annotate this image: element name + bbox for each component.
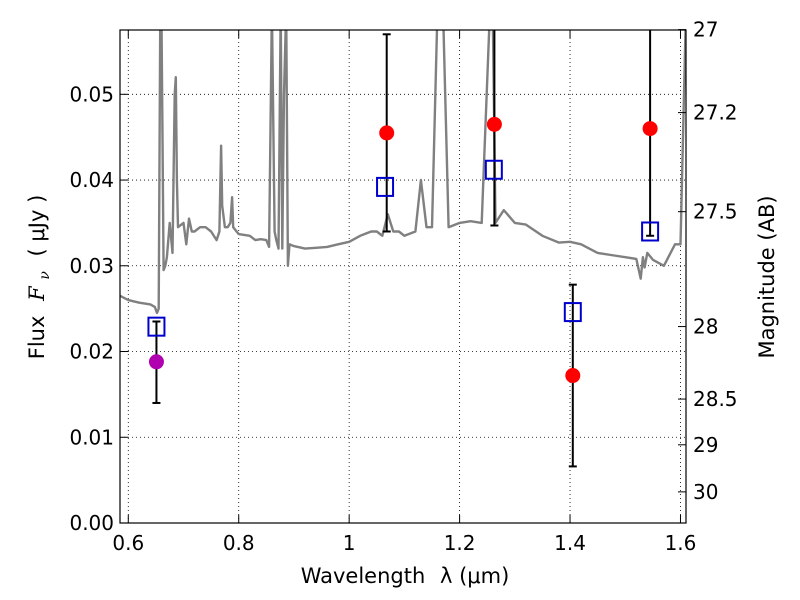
observed-point <box>642 121 658 137</box>
x-tick-label: 0.6 <box>112 531 144 555</box>
x-axis-label-math: λ (μm) <box>440 564 509 588</box>
observed-point <box>565 368 581 384</box>
y2-tick-label: 27.2 <box>693 101 738 125</box>
model-band-square <box>147 316 166 337</box>
y2-tick-label: 27 <box>693 18 718 42</box>
model-band-square <box>641 221 660 242</box>
plot-frame <box>119 29 687 524</box>
model-band-square <box>563 302 582 323</box>
grid <box>120 30 686 523</box>
ticks: 0.6 0.8 1 1.2 1.4 1.6 0.00 0.01 0.02 0.03 0.04 0.05… <box>69 18 737 555</box>
model-band-square <box>376 176 395 197</box>
y2-tick-label: 28 <box>693 315 718 339</box>
y2-axis-label: Magnitude (AB) <box>755 195 779 358</box>
y-tick-label: 0.05 <box>69 82 114 106</box>
y-axis-label-subscript: ν <box>37 271 53 280</box>
data-layer <box>120 30 686 468</box>
y-tick-label: 0.03 <box>69 254 114 278</box>
observed-point <box>148 354 164 370</box>
y-axis-label-symbol: F <box>25 285 49 302</box>
x-tick-label: 1.2 <box>444 531 476 555</box>
y2-tick-label: 27.5 <box>693 200 738 224</box>
y2-tick-label: 28.5 <box>693 387 738 411</box>
observed-point <box>486 116 502 132</box>
x-axis-label: Wavelength λ (μm) <box>301 564 510 588</box>
x-tick-label: 0.8 <box>223 531 255 555</box>
y-axis-label-text: Flux <box>25 316 49 360</box>
y-axis-label-unit: ( μJy ) <box>25 195 49 257</box>
observed-point <box>379 125 395 141</box>
x-tick-label: 1.6 <box>665 531 697 555</box>
x-axis-label-text: Wavelength <box>301 564 426 588</box>
model-spectrum-line <box>120 30 686 315</box>
y-tick-label: 0.01 <box>69 425 114 449</box>
x-tick-label: 1.4 <box>554 531 586 555</box>
y-tick-label: 0.02 <box>69 340 114 364</box>
x-tick-label: 1 <box>343 531 356 555</box>
y2-tick-label: 29 <box>693 433 718 457</box>
y2-tick-label: 30 <box>693 480 718 504</box>
y-tick-label: 0.00 <box>69 511 114 535</box>
model-band-square <box>484 159 503 180</box>
y-axis-label: Flux F ν ( μJy ) <box>25 195 54 360</box>
y-tick-label: 0.04 <box>69 168 114 192</box>
